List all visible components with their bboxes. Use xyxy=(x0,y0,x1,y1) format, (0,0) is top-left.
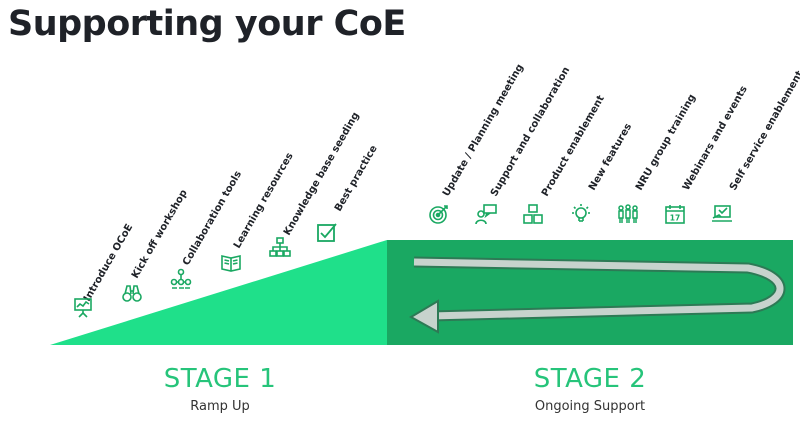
stage1-title: STAGE 1 xyxy=(163,364,277,394)
page-title: Supporting your CoE xyxy=(8,4,406,44)
team-network-icon xyxy=(170,267,192,289)
hierarchy-icon xyxy=(269,236,291,258)
ongoing-support-block xyxy=(387,240,793,345)
ramp-up-wedge xyxy=(50,240,387,345)
calendar-icon: 17 xyxy=(664,203,686,225)
svg-text:17: 17 xyxy=(670,214,680,223)
stage2-title: STAGE 2 xyxy=(533,364,647,394)
stage2-subtitle: Ongoing Support xyxy=(534,399,646,414)
binoculars-icon xyxy=(121,282,143,304)
stage1-subtitle: Ramp Up xyxy=(190,399,250,414)
group-icon xyxy=(617,203,639,225)
target-icon xyxy=(428,203,450,225)
person-chat-icon xyxy=(475,203,497,225)
boxes-icon xyxy=(522,203,544,225)
lightbulb-icon xyxy=(570,203,592,225)
presentation-board-icon xyxy=(72,296,94,318)
loop-arrow xyxy=(408,256,786,334)
laptop-hand-icon xyxy=(711,203,733,225)
checkbox-icon xyxy=(316,221,338,243)
open-book-icon xyxy=(220,251,242,273)
